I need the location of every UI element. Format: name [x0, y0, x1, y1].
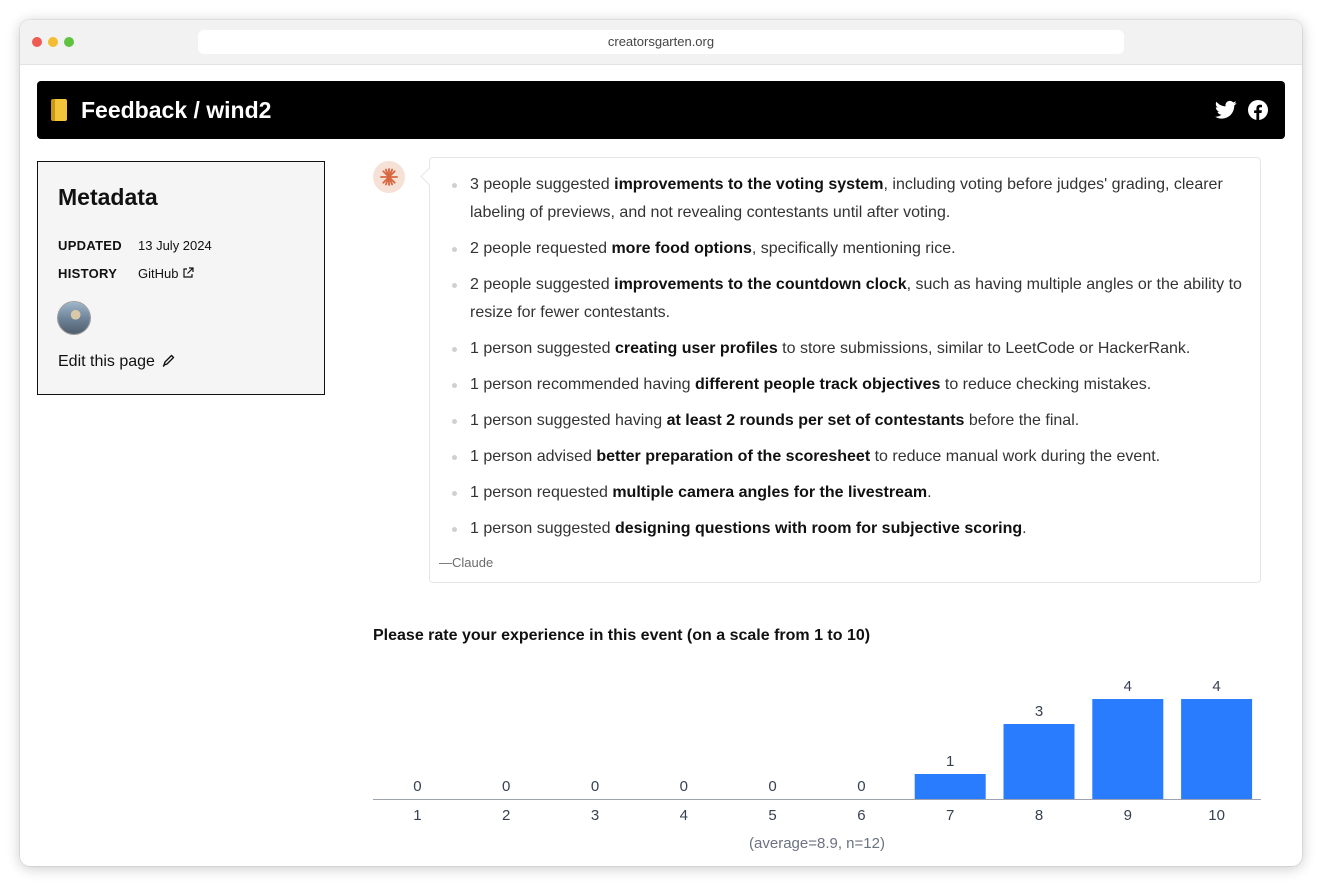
site-header: Feedback / wind2 — [37, 81, 1285, 139]
address-bar[interactable]: creatorsgarten.org — [198, 30, 1124, 54]
minimize-window-button[interactable] — [48, 37, 58, 47]
summary-item: 1 person recommended having different pe… — [452, 371, 1254, 399]
bar-value-label: 0 — [413, 778, 421, 795]
x-tick-label: 7 — [946, 807, 954, 824]
browser-window: creatorsgarten.org Feedback / wind2 Meta… — [20, 20, 1302, 866]
bar-value-label: 0 — [857, 778, 865, 795]
chart-bar — [1181, 699, 1253, 799]
x-tick-label: 5 — [768, 807, 776, 824]
chart-summary-label: (average=8.9, n=12) — [749, 835, 885, 852]
x-tick-label: 1 — [413, 807, 421, 824]
bar-value-label: 3 — [1035, 703, 1043, 720]
summary-item: 3 people suggested improvements to the v… — [452, 171, 1254, 227]
browser-titlebar: creatorsgarten.org — [20, 20, 1302, 65]
x-tick-label: 10 — [1208, 807, 1225, 824]
ai-summary-quote: 3 people suggested improvements to the v… — [429, 157, 1261, 583]
x-tick-label: 4 — [680, 807, 688, 824]
bar-value-label: 0 — [502, 778, 510, 795]
bar-value-label: 1 — [946, 753, 954, 770]
x-tick-label: 9 — [1124, 807, 1132, 824]
bar-value-label: 0 — [591, 778, 599, 795]
claude-avatar-icon — [373, 161, 405, 193]
close-window-button[interactable] — [32, 37, 42, 47]
x-tick-label: 2 — [502, 807, 510, 824]
twitter-icon[interactable] — [1215, 100, 1237, 120]
summary-item: 1 person advised better preparation of t… — [452, 443, 1254, 471]
github-link[interactable]: GitHub — [138, 266, 195, 281]
bar-value-label: 0 — [768, 778, 776, 795]
chart-bar — [1003, 724, 1075, 799]
summary-item: 1 person requested multiple camera angle… — [452, 479, 1254, 507]
chart-bar — [1092, 699, 1164, 799]
page-content: Feedback / wind2 Metadata UPDATED 13 Jul… — [20, 65, 1302, 866]
external-link-icon — [183, 267, 195, 278]
metadata-card: Metadata UPDATED 13 July 2024 HISTORY Gi… — [37, 161, 325, 395]
page-title: Feedback / wind2 — [81, 97, 272, 123]
summary-item: 2 people suggested improvements to the c… — [452, 271, 1254, 327]
bar-value-label: 0 — [680, 778, 688, 795]
maximize-window-button[interactable] — [64, 37, 74, 47]
history-label: HISTORY — [58, 266, 118, 281]
metadata-heading: Metadata — [58, 184, 158, 210]
pencil-icon — [162, 354, 175, 368]
updated-label: UPDATED — [58, 238, 122, 253]
claude-starburst-icon — [380, 168, 398, 186]
summary-item: 1 person suggested designing questions w… — [452, 515, 1254, 543]
summary-item: 1 person suggested having at least 2 rou… — [452, 407, 1254, 435]
updated-value: 13 July 2024 — [138, 238, 212, 253]
edit-page-link[interactable]: Edit this page — [58, 353, 176, 371]
rating-question: Please rate your experience in this even… — [373, 627, 871, 644]
summary-item: 2 people requested more food options, sp… — [452, 235, 1254, 263]
bar-value-label: 4 — [1124, 678, 1132, 695]
summary-attribution: —Claude — [439, 555, 494, 570]
github-link-label: GitHub — [138, 266, 179, 281]
notebook-icon — [51, 99, 67, 121]
facebook-icon[interactable] — [1248, 100, 1268, 120]
edit-page-label: Edit this page — [58, 353, 155, 370]
contributor-avatar[interactable] — [58, 302, 90, 334]
chart-bar — [914, 774, 986, 799]
summary-item: 1 person suggested creating user profile… — [452, 335, 1254, 363]
x-tick-label: 8 — [1035, 807, 1043, 824]
x-tick-label: 3 — [591, 807, 599, 824]
x-tick-label: 6 — [857, 807, 865, 824]
bar-value-label: 4 — [1212, 678, 1220, 695]
